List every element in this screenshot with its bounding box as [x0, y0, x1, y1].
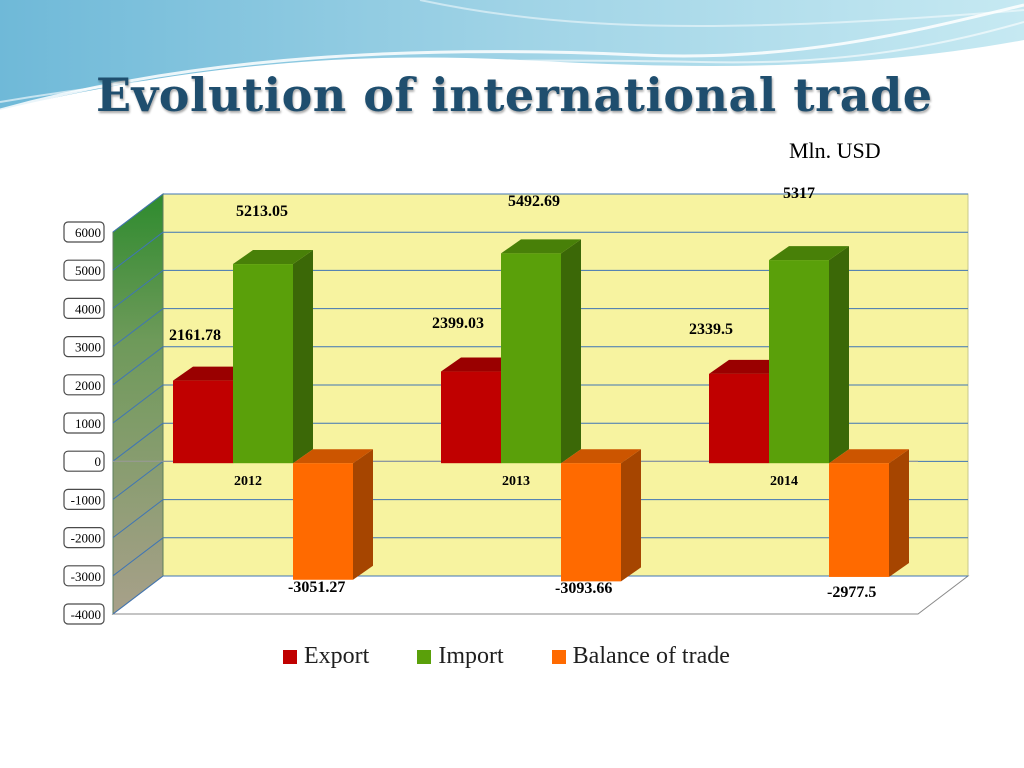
bar-top — [501, 239, 581, 254]
y-tick-box — [63, 374, 105, 396]
unit-label: Mln. USD — [789, 138, 881, 163]
y-tick-label: 3000 — [75, 340, 101, 355]
bar-front — [561, 463, 621, 582]
legend-swatch — [283, 649, 297, 664]
chart-data-labels: 2161.78 5213.05 -3051.27 2399.03 5492.69 -309… — [169, 185, 876, 601]
bar-side — [621, 449, 641, 582]
bar-side — [353, 449, 373, 580]
bar-front — [173, 380, 233, 464]
y-tick-box — [63, 259, 105, 281]
y-tick-label: -1000 — [71, 492, 101, 507]
gridline-side — [112, 461, 164, 500]
bar-front — [769, 260, 829, 464]
legend-label: Export — [304, 643, 370, 669]
chart-bars — [173, 239, 909, 582]
data-label: -3051.27 — [288, 579, 345, 596]
legend-item: Import — [417, 643, 504, 670]
bar-front — [501, 253, 561, 464]
legend-swatch — [417, 649, 432, 664]
bar-front — [829, 463, 889, 577]
bar-top — [561, 449, 641, 464]
bar — [769, 246, 849, 464]
bar-side — [829, 246, 849, 464]
y-tick-label: -2000 — [71, 531, 101, 546]
y-tick-box — [63, 450, 105, 472]
legend-label: Balance of trade — [572, 643, 730, 669]
gridline-side — [112, 575, 164, 615]
gridline-side — [112, 422, 164, 462]
trade-bar-chart: 6000 5000 4000 3000 2000 1000 0 -1000 -2000 -3000… — [63, 185, 970, 625]
legend-item: Export — [283, 643, 369, 670]
data-label: -2977.5 — [827, 584, 876, 601]
bar-front — [709, 373, 769, 464]
data-label: 2399.03 — [432, 315, 484, 332]
data-label: 2161.78 — [169, 327, 221, 344]
y-tick-box — [63, 221, 105, 243]
gridline-side — [112, 537, 164, 577]
bar-front — [441, 371, 501, 464]
y-tick-box — [63, 336, 105, 358]
bar — [293, 449, 373, 580]
y-tick-label: 6000 — [75, 225, 101, 240]
bar-top — [829, 449, 909, 464]
page-title: Evolution of international trade — [96, 68, 933, 122]
header-wave-banner — [0, 0, 1024, 112]
y-axis-ticks: 6000 5000 4000 3000 2000 1000 0 -1000 -2000 -3000… — [63, 221, 105, 625]
y-tick-box — [63, 565, 105, 587]
bar — [233, 250, 313, 464]
x-tick-label: 2014 — [770, 474, 798, 489]
bar-front — [233, 264, 293, 464]
y-tick-box — [63, 297, 105, 319]
bar-top — [233, 250, 313, 265]
bar-side — [889, 449, 909, 577]
legend-label: Import — [438, 643, 504, 669]
y-tick-label: 2000 — [75, 378, 101, 393]
y-tick-label: 0 — [95, 454, 102, 469]
data-label: 5213.05 — [236, 203, 288, 220]
y-tick-label: 5000 — [75, 263, 101, 278]
data-label: -3093.66 — [555, 580, 612, 597]
data-label: 2339.5 — [689, 321, 733, 338]
legend-swatch — [551, 649, 566, 664]
y-tick-label: 1000 — [75, 416, 101, 431]
y-tick-label: -3000 — [71, 569, 101, 584]
bar — [829, 449, 909, 577]
gridline-side — [112, 231, 164, 271]
x-tick-label: 2012 — [234, 474, 262, 489]
x-axis-categories: 2012 2013 2014 — [234, 474, 798, 489]
bar-top — [769, 246, 849, 261]
y-tick-box — [63, 603, 105, 625]
bar-side — [561, 239, 581, 464]
y-tick-box — [63, 526, 105, 549]
gridline-side — [112, 308, 164, 347]
x-tick-label: 2013 — [502, 474, 530, 489]
gridline-side — [112, 270, 164, 309]
y-tick-box — [63, 412, 105, 434]
bar — [501, 239, 581, 464]
data-label: 5317 — [783, 185, 815, 202]
bar-side — [293, 250, 313, 464]
y-tick-label: 4000 — [75, 301, 101, 316]
data-label: 5492.69 — [508, 193, 560, 210]
bar-front — [293, 463, 353, 580]
gridline-side — [112, 384, 164, 424]
gridline-side — [112, 346, 164, 386]
bar — [561, 449, 641, 582]
gridline-side — [112, 193, 164, 233]
y-tick-label: -4000 — [71, 607, 101, 622]
bar-top — [293, 449, 373, 464]
legend-item: Balance of trade — [551, 643, 730, 670]
chart-legend: Export Import Balance of trade — [283, 643, 730, 670]
y-tick-box — [63, 488, 105, 510]
gridline-side — [112, 499, 164, 538]
